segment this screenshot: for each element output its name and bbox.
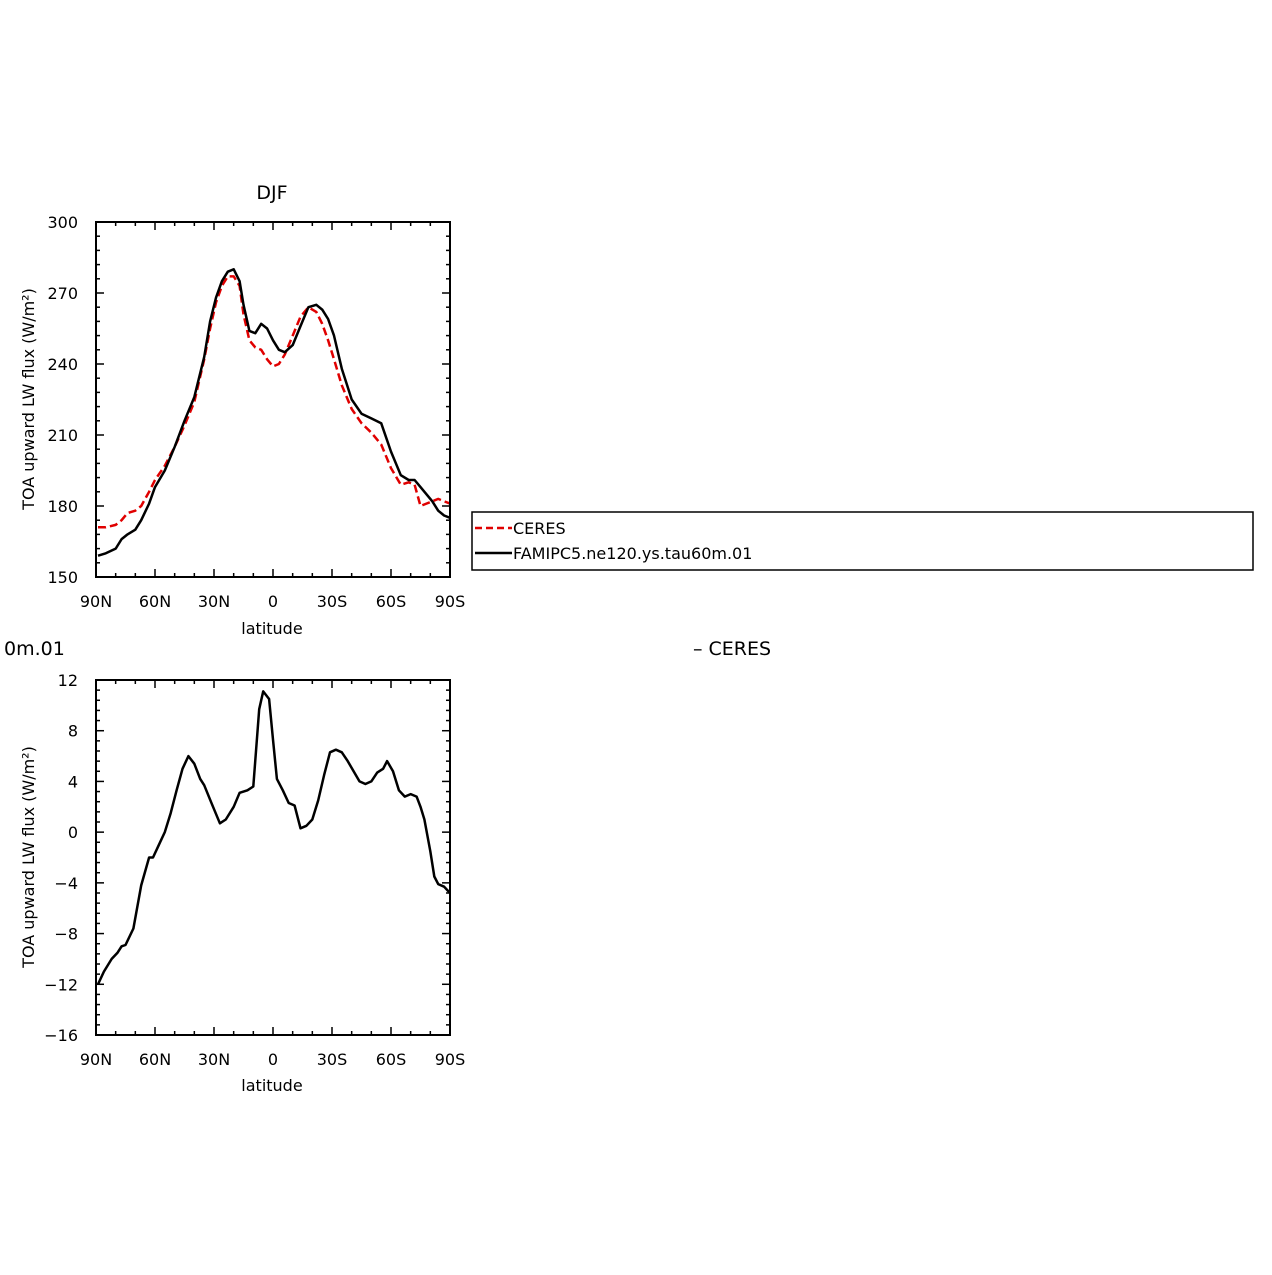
y-tick-label: −12 <box>44 975 78 994</box>
y-tick-label: −8 <box>54 925 78 944</box>
legend-label-ceres: CERES <box>513 519 566 538</box>
panel-djf: DJF 90N 60N 30N 0 30S 60S 90S 150 180 210 240 270 30… <box>19 182 465 638</box>
y-tick-label: 210 <box>47 426 78 445</box>
x-tick-label: 0 <box>268 1050 278 1069</box>
x-tick-label: 60S <box>376 1050 407 1069</box>
x-tick-label: 30N <box>198 1050 230 1069</box>
plot-frame <box>95 679 451 1036</box>
y-tick-label: 150 <box>47 568 78 587</box>
y-tick-label: 180 <box>47 497 78 516</box>
x-tick-label: 60S <box>376 592 407 611</box>
x-tick-label: 60N <box>139 1050 171 1069</box>
legend-label-model: FAMIPC5.ne120.ys.tau60m.01 <box>513 544 752 563</box>
y-tick-label: −4 <box>54 874 78 893</box>
x-tick-label: 90N <box>80 592 112 611</box>
series-line-model <box>96 690 451 985</box>
panel-title-left: 0m.01 <box>4 638 65 660</box>
y-tick-label: 4 <box>68 772 78 791</box>
series-line-model <box>97 268 451 557</box>
y-tick-label: −16 <box>44 1026 78 1045</box>
panel-title-right: – CERES <box>693 638 771 660</box>
series-group <box>96 690 451 985</box>
y-tick-label: 300 <box>47 213 78 232</box>
y-axis-label: TOA upward LW flux (W/m²) <box>19 746 38 969</box>
series-line-ceres <box>98 275 451 529</box>
x-tick-label: 60N <box>139 592 171 611</box>
series-group <box>97 268 451 557</box>
axis-ticks: 90N 60N 30N 0 30S 60S 90S 150 180 210 240 270 300 <box>47 213 465 611</box>
plot-frame <box>95 221 451 578</box>
y-tick-label: 240 <box>47 355 78 374</box>
x-tick-label: 30S <box>317 592 348 611</box>
x-tick-label: 90S <box>435 1050 466 1069</box>
axis-ticks: 90N 60N 30N 0 30S 60S 90S −16 −12 −8 −4 0 4 8 12 <box>44 671 465 1069</box>
x-tick-label: 0 <box>268 592 278 611</box>
x-tick-label: 30S <box>317 1050 348 1069</box>
panel-difference: 0m.01 – CERES 90N 60N 30N 0 30S 60S 90S −16 −12 −… <box>4 638 771 1095</box>
legend: CERES FAMIPC5.ne120.ys.tau60m.01 <box>471 511 1254 571</box>
x-axis-label: latitude <box>241 1076 302 1095</box>
y-axis-label: TOA upward LW flux (W/m²) <box>19 288 38 511</box>
x-tick-label: 90S <box>435 592 466 611</box>
y-tick-label: 12 <box>58 671 78 690</box>
y-tick-label: 0 <box>68 823 78 842</box>
x-tick-label: 30N <box>198 592 230 611</box>
x-tick-label: 90N <box>80 1050 112 1069</box>
legend-box <box>471 511 1254 571</box>
y-tick-label: 270 <box>47 284 78 303</box>
panel-title: DJF <box>256 182 287 204</box>
x-axis-label: latitude <box>241 619 302 638</box>
y-tick-label: 8 <box>68 722 78 741</box>
